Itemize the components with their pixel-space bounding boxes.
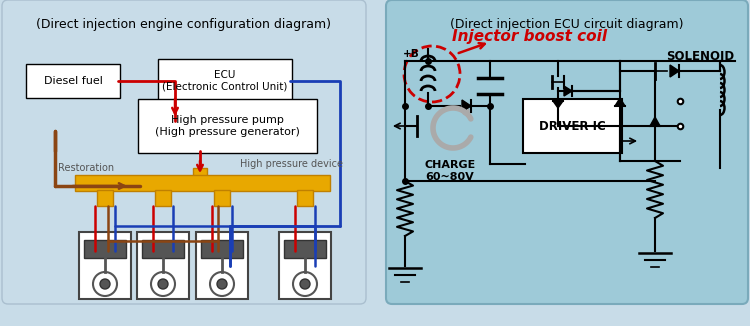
Polygon shape xyxy=(615,98,625,106)
Text: Diesel fuel: Diesel fuel xyxy=(44,76,103,86)
Text: ECU
(Electronic Control Unit): ECU (Electronic Control Unit) xyxy=(162,70,288,92)
Bar xyxy=(201,240,243,258)
Bar xyxy=(193,168,207,178)
Text: CHARGE
60~80V: CHARGE 60~80V xyxy=(424,160,476,182)
Bar xyxy=(97,190,113,206)
Polygon shape xyxy=(462,100,471,112)
Bar xyxy=(155,190,171,206)
FancyBboxPatch shape xyxy=(196,232,248,299)
FancyBboxPatch shape xyxy=(26,64,120,98)
Circle shape xyxy=(151,272,175,296)
Polygon shape xyxy=(650,117,660,126)
FancyBboxPatch shape xyxy=(158,59,292,103)
Bar xyxy=(142,240,184,258)
Circle shape xyxy=(93,272,117,296)
FancyBboxPatch shape xyxy=(386,0,748,304)
Text: High pressure device: High pressure device xyxy=(240,159,343,169)
Text: Injector boost coil: Injector boost coil xyxy=(452,28,608,43)
Bar xyxy=(84,240,126,258)
Bar xyxy=(297,190,313,206)
Text: Restoration: Restoration xyxy=(58,163,114,173)
Polygon shape xyxy=(564,86,572,96)
Circle shape xyxy=(158,279,168,289)
Polygon shape xyxy=(553,101,563,108)
Circle shape xyxy=(100,279,110,289)
Bar xyxy=(284,240,326,258)
Circle shape xyxy=(300,279,310,289)
Circle shape xyxy=(210,272,234,296)
Circle shape xyxy=(293,272,317,296)
Text: (Direct injection engine configuration diagram): (Direct injection engine configuration d… xyxy=(37,18,332,31)
FancyBboxPatch shape xyxy=(2,0,366,304)
Text: SOLENOID: SOLENOID xyxy=(666,50,734,63)
FancyBboxPatch shape xyxy=(138,99,317,153)
FancyBboxPatch shape xyxy=(137,232,189,299)
Text: +B: +B xyxy=(403,49,420,59)
Polygon shape xyxy=(670,65,679,77)
Bar xyxy=(75,175,330,191)
FancyBboxPatch shape xyxy=(279,232,331,299)
Circle shape xyxy=(217,279,227,289)
FancyBboxPatch shape xyxy=(79,232,131,299)
Text: DRIVER IC: DRIVER IC xyxy=(539,120,606,132)
Bar xyxy=(214,190,230,206)
Text: High pressure pump
(High pressure generator): High pressure pump (High pressure genera… xyxy=(154,115,299,137)
FancyBboxPatch shape xyxy=(523,99,622,153)
Text: (Direct injection ECU circuit diagram): (Direct injection ECU circuit diagram) xyxy=(450,18,684,31)
